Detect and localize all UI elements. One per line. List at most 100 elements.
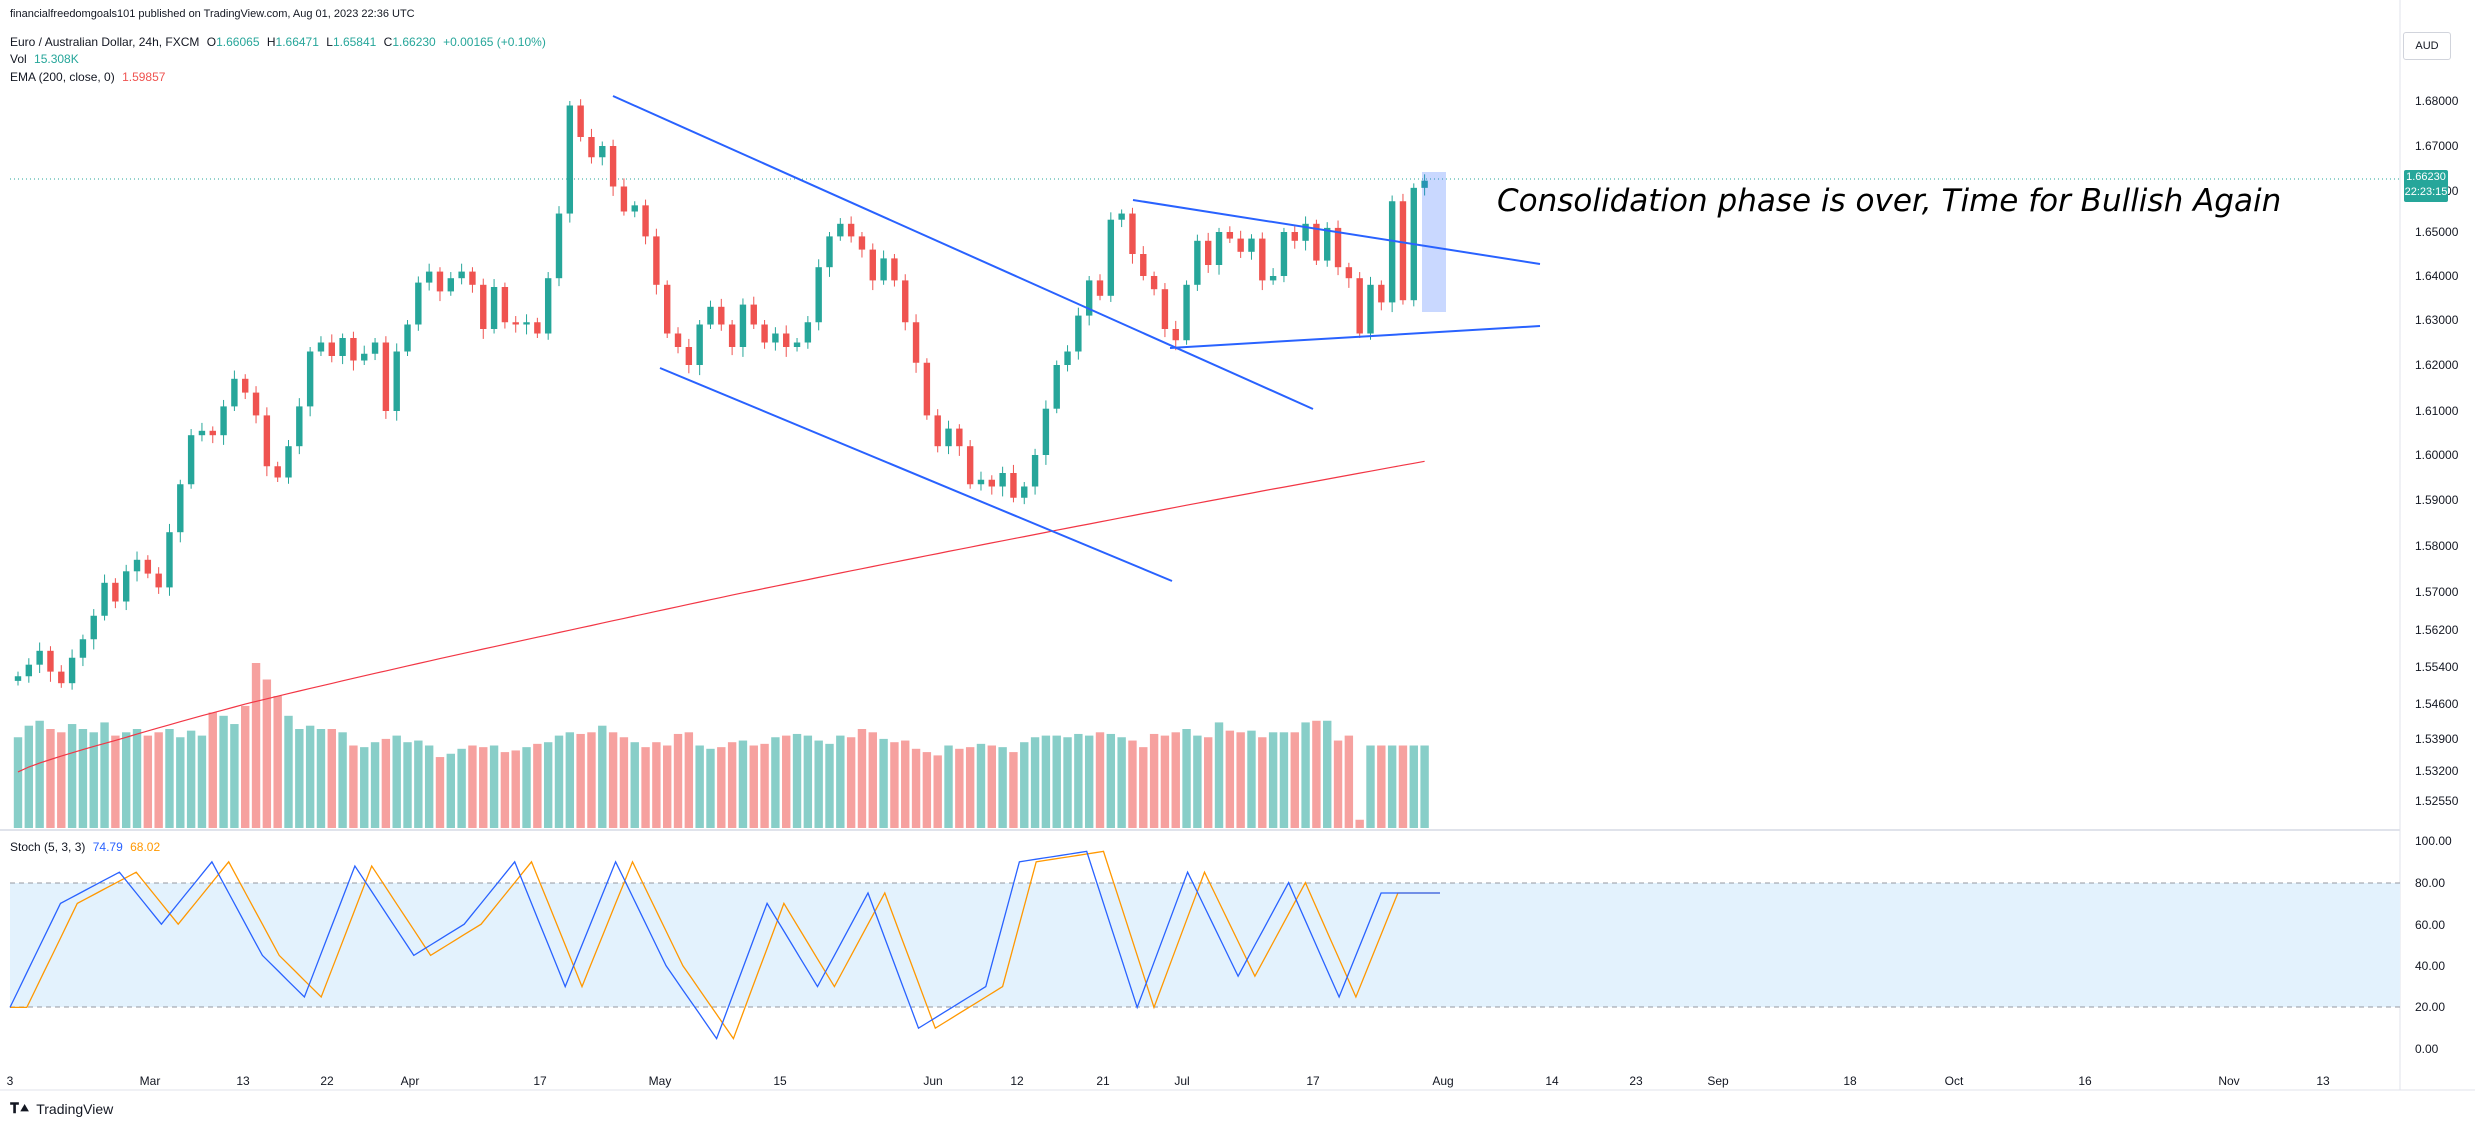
time-tick-label: Sep [1707, 1074, 1729, 1088]
high-value: 1.66471 [275, 35, 319, 49]
candle-body [555, 213, 563, 279]
volume-bar [1052, 735, 1061, 828]
candle-body [166, 532, 173, 588]
volume-bar [1193, 735, 1202, 828]
candle-body [988, 479, 995, 487]
candle-body [231, 378, 238, 407]
volume-bar [1279, 732, 1289, 828]
volume-value: 15.308K [34, 52, 79, 66]
annotation-text[interactable]: Consolidation phase is over, Time for Bu… [1497, 183, 2282, 219]
volume-bar [554, 735, 564, 828]
candle-body [847, 223, 855, 237]
volume-bar [738, 740, 748, 828]
triangle-lower-trendline[interactable] [1169, 325, 1541, 349]
volume-bar [511, 750, 520, 828]
triangle-upper-trendline[interactable] [1132, 199, 1541, 265]
candle-body [544, 278, 552, 334]
volume-bar [1398, 745, 1408, 828]
volume-bar [1268, 732, 1278, 828]
stoch-tick-label: 40.00 [2415, 959, 2445, 973]
price-tick-label: 1.60000 [2415, 448, 2459, 462]
candle-body [739, 304, 747, 347]
close-label: C [383, 35, 393, 49]
volume-bar [976, 743, 986, 828]
stoch-axis[interactable]: 100.00 80.00 60.00 40.00 20.00 0.00 [2415, 834, 2452, 1056]
volume-bar [381, 738, 391, 828]
stoch-legend[interactable]: Stoch (5, 3, 3) 74.79 68.02 [10, 840, 160, 854]
price-tick-label: 1.54600 [2415, 697, 2459, 711]
publish-line: financialfreedomgoals101 published on Tr… [10, 8, 415, 20]
time-tick-label: Jul [1174, 1074, 1189, 1088]
descending-upper-trendline[interactable] [612, 95, 1314, 410]
price-axis[interactable]: 1.680001.670001.660001.650001.640001.630… [2415, 94, 2459, 808]
breakout-highlight[interactable] [1422, 172, 1446, 312]
volume-bar [598, 725, 607, 828]
volume-bar [782, 735, 791, 828]
volume-bar [706, 748, 715, 828]
volume-bar [197, 735, 207, 828]
bar-countdown: 22:23:15 [2404, 186, 2448, 198]
time-axis[interactable]: 3 Mar 13 22 Apr 17 May 15 Jun 12 21 Jul 17 Aug 14 23 Sep… [7, 1074, 2330, 1088]
candle-body [1118, 213, 1125, 220]
volume-bar [500, 752, 510, 828]
volume-bar [370, 742, 380, 828]
candle-body [718, 306, 725, 325]
volume-bar [154, 732, 163, 828]
candle-body [68, 657, 76, 684]
candle-body [1140, 254, 1147, 276]
tradingview-brand[interactable]: 𝐓⯅ TradingView [10, 1100, 113, 1117]
candle-body [880, 258, 887, 281]
volume-legend[interactable]: Vol 15.308K [10, 52, 79, 66]
candle-body [1042, 408, 1050, 455]
descending-lower-trendline[interactable] [659, 367, 1173, 582]
time-tick-label: 14 [1545, 1074, 1559, 1088]
candle-body [891, 258, 898, 281]
candle-body [501, 287, 509, 323]
candle-body [1010, 473, 1017, 498]
price-tick-label: 1.53200 [2415, 764, 2459, 778]
volume-bar [230, 724, 239, 828]
candle-body [869, 249, 876, 281]
volume-bar [46, 729, 55, 828]
volume-bar [489, 745, 499, 828]
stoch-band [10, 883, 2400, 1007]
candle-body [1075, 315, 1082, 352]
time-tick-label: 22 [320, 1074, 334, 1088]
volume-bar [1214, 722, 1224, 828]
stoch-d-value: 68.02 [130, 840, 161, 854]
volume-bar [533, 743, 542, 828]
volume-bar [67, 724, 77, 828]
candle-body [285, 446, 292, 478]
symbol-name[interactable]: Euro / Australian Dollar, 24h, FXCM [10, 35, 200, 49]
volume-bar [663, 745, 672, 828]
volume-bar [1290, 732, 1299, 828]
candle-body [101, 582, 108, 616]
volume-bar [1333, 740, 1343, 828]
volume-bar [100, 722, 109, 828]
volume-bar [1106, 733, 1116, 828]
volume-bar [522, 747, 531, 828]
volume-bar [305, 725, 315, 828]
high-label: H [266, 35, 276, 49]
ema-legend[interactable]: EMA (200, close, 0) 1.59857 [10, 70, 165, 84]
volume-label: Vol [10, 52, 27, 66]
volume-bar [338, 732, 347, 828]
candle-body [198, 430, 206, 436]
candle-body [1053, 365, 1060, 409]
candle-body [328, 342, 335, 356]
time-tick-label: 21 [1096, 1074, 1110, 1088]
candle-body [1421, 180, 1428, 188]
candle-body [1291, 232, 1298, 241]
ema-line [17, 460, 1425, 773]
volume-bar [1258, 737, 1267, 828]
volume-bar [1312, 720, 1321, 828]
candle-body [187, 435, 195, 485]
currency-button[interactable]: AUD [2403, 32, 2451, 60]
volume-bar [673, 733, 683, 828]
candle-body [361, 353, 368, 361]
volume-bar [1420, 745, 1429, 828]
candle-body [447, 278, 454, 292]
candle-body [1205, 240, 1212, 265]
candle-body [404, 324, 411, 352]
